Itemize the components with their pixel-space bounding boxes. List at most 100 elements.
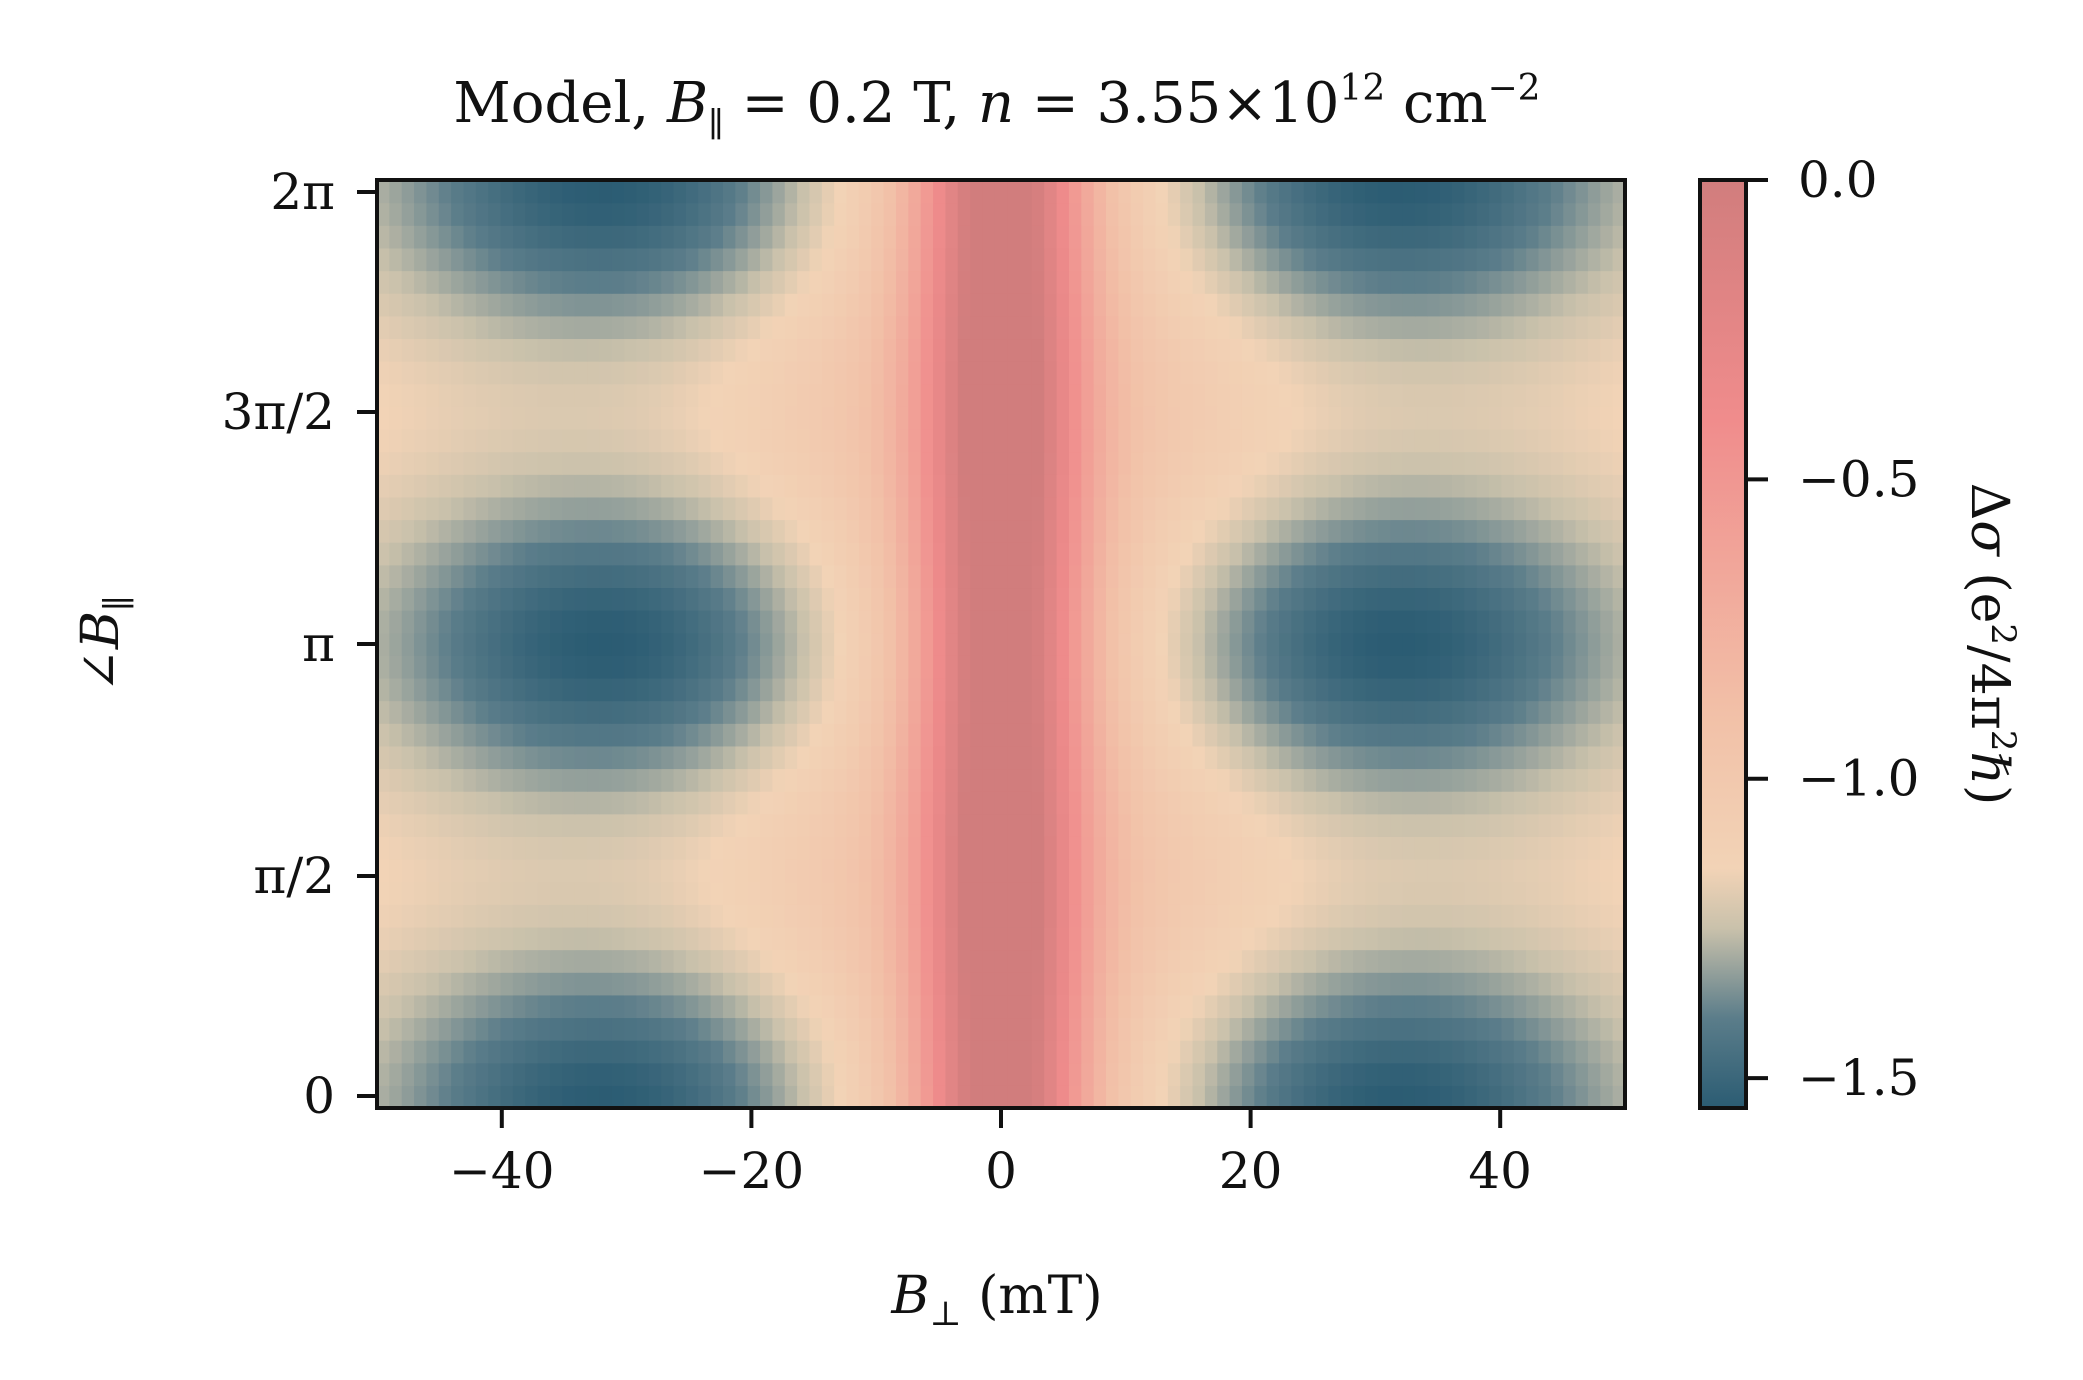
heatmap-cell [1414, 859, 1428, 883]
x-tick-label: 0 [985, 1142, 1017, 1200]
heatmap-cell [784, 859, 798, 883]
heatmap-cell [1476, 225, 1490, 249]
heatmap-cell [772, 406, 786, 430]
heatmap-cell [1377, 677, 1391, 702]
heatmap-cell [1538, 587, 1552, 611]
heatmap-cell [414, 677, 428, 702]
heatmap-cell [401, 859, 415, 883]
heatmap-cell [710, 904, 724, 928]
heatmap-cell [895, 270, 909, 294]
heatmap-cell [1044, 994, 1058, 1019]
heatmap-cell [982, 926, 996, 951]
heatmap-cell [574, 904, 588, 928]
heatmap-cell [722, 881, 736, 905]
heatmap-cell [846, 451, 860, 475]
heatmap-cell [648, 813, 662, 837]
heatmap-cell [1093, 361, 1107, 385]
heatmap-cell [1427, 496, 1441, 521]
heatmap-cell [1414, 836, 1428, 860]
heatmap-cell [1476, 451, 1490, 475]
heatmap-cell [846, 859, 860, 883]
heatmap-cell [1019, 361, 1033, 385]
heatmap-cell [1439, 428, 1453, 453]
heatmap-cell [834, 202, 848, 226]
heatmap-cell [463, 519, 477, 543]
heatmap-cell [488, 542, 502, 566]
heatmap-cell [1353, 519, 1367, 543]
heatmap-cell [1044, 496, 1058, 521]
heatmap-cell [821, 859, 835, 883]
heatmap-cell [1180, 836, 1194, 860]
heatmap-cell [1229, 723, 1243, 747]
heatmap-cell [858, 474, 872, 498]
heatmap-cell [1612, 338, 1626, 362]
heatmap-cell [1081, 610, 1095, 634]
heatmap-cell [1279, 813, 1292, 837]
heatmap-cell [1118, 587, 1132, 611]
heatmap-cell [500, 926, 514, 951]
heatmap-cell [1204, 315, 1218, 340]
heatmap-cell [685, 587, 699, 611]
heatmap-cell [1204, 383, 1218, 407]
heatmap-cell [463, 247, 477, 272]
heatmap-cell [525, 361, 539, 385]
heatmap-cell [846, 519, 860, 543]
heatmap-cell [1093, 1017, 1107, 1041]
heatmap-cell [562, 994, 576, 1019]
heatmap-cell [648, 1062, 662, 1086]
heatmap-cell [760, 247, 774, 272]
heatmap-cell [1526, 247, 1540, 272]
heatmap-cell [685, 1085, 699, 1109]
heatmap-cell [957, 700, 971, 724]
heatmap-cell [414, 338, 428, 362]
heatmap-cell [735, 564, 749, 589]
heatmap-cell [1316, 225, 1330, 249]
heatmap-cell [722, 361, 736, 385]
heatmap-cell [549, 745, 563, 770]
heatmap-cell [438, 926, 452, 951]
heatmap-cell [1291, 202, 1305, 226]
heatmap-cell [834, 904, 848, 928]
heatmap-cell [1056, 564, 1070, 589]
heatmap-cell [1414, 202, 1428, 226]
heatmap-cell [1241, 1017, 1255, 1041]
heatmap-cell [722, 428, 736, 453]
heatmap-cell [1093, 451, 1107, 475]
heatmap-cell [1217, 315, 1231, 340]
heatmap-cell [1501, 859, 1515, 883]
heatmap-cell [512, 496, 526, 521]
heatmap-cell [377, 406, 390, 430]
heatmap-cell [1241, 293, 1255, 317]
heatmap-cell [488, 994, 502, 1019]
heatmap-cell [809, 180, 823, 204]
heatmap-cell [463, 723, 477, 747]
heatmap-cell [500, 723, 514, 747]
heatmap-cell [1291, 1085, 1305, 1109]
heatmap-cell [1118, 926, 1132, 951]
heatmap-cell [1575, 836, 1589, 860]
heatmap-cell [797, 881, 811, 905]
heatmap-cell [871, 972, 885, 996]
heatmap-cell [698, 293, 712, 317]
heatmap-cell [673, 361, 687, 385]
heatmap-cell [1056, 836, 1070, 860]
heatmap-cell [426, 564, 440, 589]
heatmap-cell [1612, 474, 1626, 498]
heatmap-cell [1612, 270, 1626, 294]
heatmap-cell [1241, 610, 1255, 634]
heatmap-cell [858, 247, 872, 272]
heatmap-cell [1612, 247, 1626, 272]
x-axis-label: B⊥ (mT) [890, 1266, 1102, 1334]
heatmap-cell [451, 926, 465, 951]
heatmap-cell [1229, 1085, 1243, 1109]
heatmap-cell [475, 519, 489, 543]
heatmap-cell [809, 926, 823, 951]
heatmap-cell [648, 1040, 662, 1064]
heatmap-cell [685, 949, 699, 973]
heatmap-cell [1081, 293, 1095, 317]
heatmap-cell [636, 293, 650, 317]
heatmap-cell [463, 564, 477, 589]
heatmap-cell [722, 315, 736, 340]
heatmap-cell [1204, 745, 1218, 770]
heatmap-cell [611, 949, 625, 973]
